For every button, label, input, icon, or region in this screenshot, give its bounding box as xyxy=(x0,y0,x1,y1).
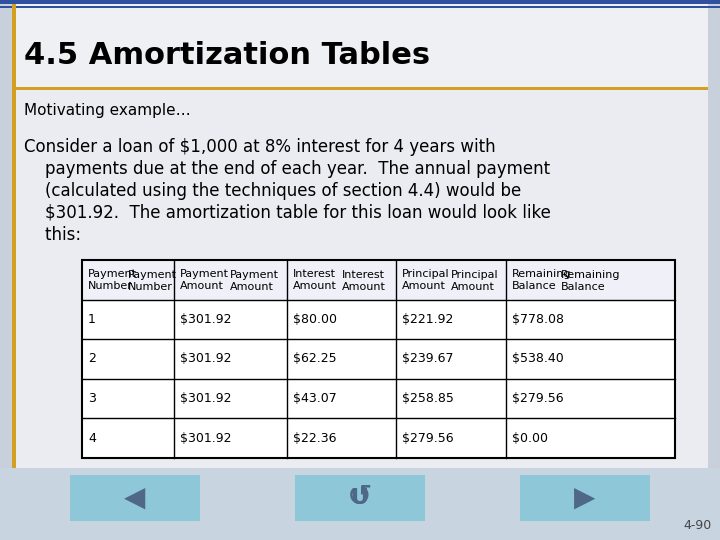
Bar xyxy=(12,4,16,468)
Bar xyxy=(12,89,708,489)
Text: Amount: Amount xyxy=(230,282,274,292)
Text: Amount: Amount xyxy=(180,281,224,291)
Text: U: U xyxy=(351,488,369,508)
Bar xyxy=(12,4,708,89)
Text: ↺: ↺ xyxy=(347,483,373,512)
Text: 4: 4 xyxy=(88,431,96,445)
Text: Principal: Principal xyxy=(402,269,450,279)
Text: $0.00: $0.00 xyxy=(512,431,548,445)
Bar xyxy=(295,475,425,521)
Text: Payment: Payment xyxy=(128,270,177,280)
Text: $80.00: $80.00 xyxy=(292,313,336,326)
Text: Number: Number xyxy=(88,281,133,291)
Bar xyxy=(0,468,720,540)
Text: Amount: Amount xyxy=(341,282,385,292)
Text: $301.92.  The amortization table for this loan would look like: $301.92. The amortization table for this… xyxy=(24,204,551,222)
Text: Interest: Interest xyxy=(341,270,384,280)
Text: Remaining: Remaining xyxy=(512,269,572,279)
Text: $778.08: $778.08 xyxy=(512,313,564,326)
Text: $62.25: $62.25 xyxy=(292,353,336,366)
Bar xyxy=(82,418,675,458)
Text: $538.40: $538.40 xyxy=(512,353,564,366)
Text: (calculated using the techniques of section 4.4) would be: (calculated using the techniques of sect… xyxy=(24,182,521,200)
Bar xyxy=(0,6,720,8)
Text: $301.92: $301.92 xyxy=(180,431,231,445)
Text: Payment: Payment xyxy=(88,269,137,279)
Text: $279.56: $279.56 xyxy=(402,431,454,445)
Text: $239.67: $239.67 xyxy=(402,353,454,366)
Text: Number: Number xyxy=(128,282,173,292)
Text: $221.92: $221.92 xyxy=(402,313,454,326)
Text: Remaining: Remaining xyxy=(561,270,621,280)
Bar xyxy=(70,475,200,521)
Text: Motivating example…: Motivating example… xyxy=(24,103,191,118)
Text: $301.92: $301.92 xyxy=(180,313,231,326)
Text: 2: 2 xyxy=(88,353,96,366)
Text: $22.36: $22.36 xyxy=(292,431,336,445)
Text: Amount: Amount xyxy=(451,282,495,292)
Text: ▶: ▶ xyxy=(575,484,595,512)
Text: 3: 3 xyxy=(88,392,96,405)
Text: Balance: Balance xyxy=(561,282,606,292)
Text: Consider a loan of $1,000 at 8% interest for 4 years with: Consider a loan of $1,000 at 8% interest… xyxy=(24,138,495,156)
Bar xyxy=(82,339,675,379)
Text: $279.56: $279.56 xyxy=(512,392,564,405)
Text: payments due at the end of each year.  The annual payment: payments due at the end of each year. Th… xyxy=(24,160,550,178)
Bar xyxy=(82,300,675,339)
Text: ◀: ◀ xyxy=(125,484,145,512)
Text: Interest: Interest xyxy=(292,269,336,279)
Text: 1: 1 xyxy=(88,313,96,326)
Text: Amount: Amount xyxy=(292,281,336,291)
Bar xyxy=(82,260,675,458)
Bar xyxy=(520,475,650,521)
Text: this:: this: xyxy=(24,226,81,244)
Text: $301.92: $301.92 xyxy=(180,353,231,366)
Bar xyxy=(82,379,675,418)
Text: 4.5 Amortization Tables: 4.5 Amortization Tables xyxy=(24,40,430,70)
Bar xyxy=(0,0,720,4)
Text: Balance: Balance xyxy=(512,281,557,291)
Text: $43.07: $43.07 xyxy=(292,392,336,405)
Bar xyxy=(12,87,708,90)
Text: Payment: Payment xyxy=(230,270,279,280)
Bar xyxy=(82,260,675,300)
Text: Amount: Amount xyxy=(402,281,446,291)
Text: Principal: Principal xyxy=(451,270,499,280)
Text: Payment: Payment xyxy=(180,269,229,279)
Text: $258.85: $258.85 xyxy=(402,392,454,405)
Text: 4-90: 4-90 xyxy=(684,519,712,532)
Text: $301.92: $301.92 xyxy=(180,392,231,405)
